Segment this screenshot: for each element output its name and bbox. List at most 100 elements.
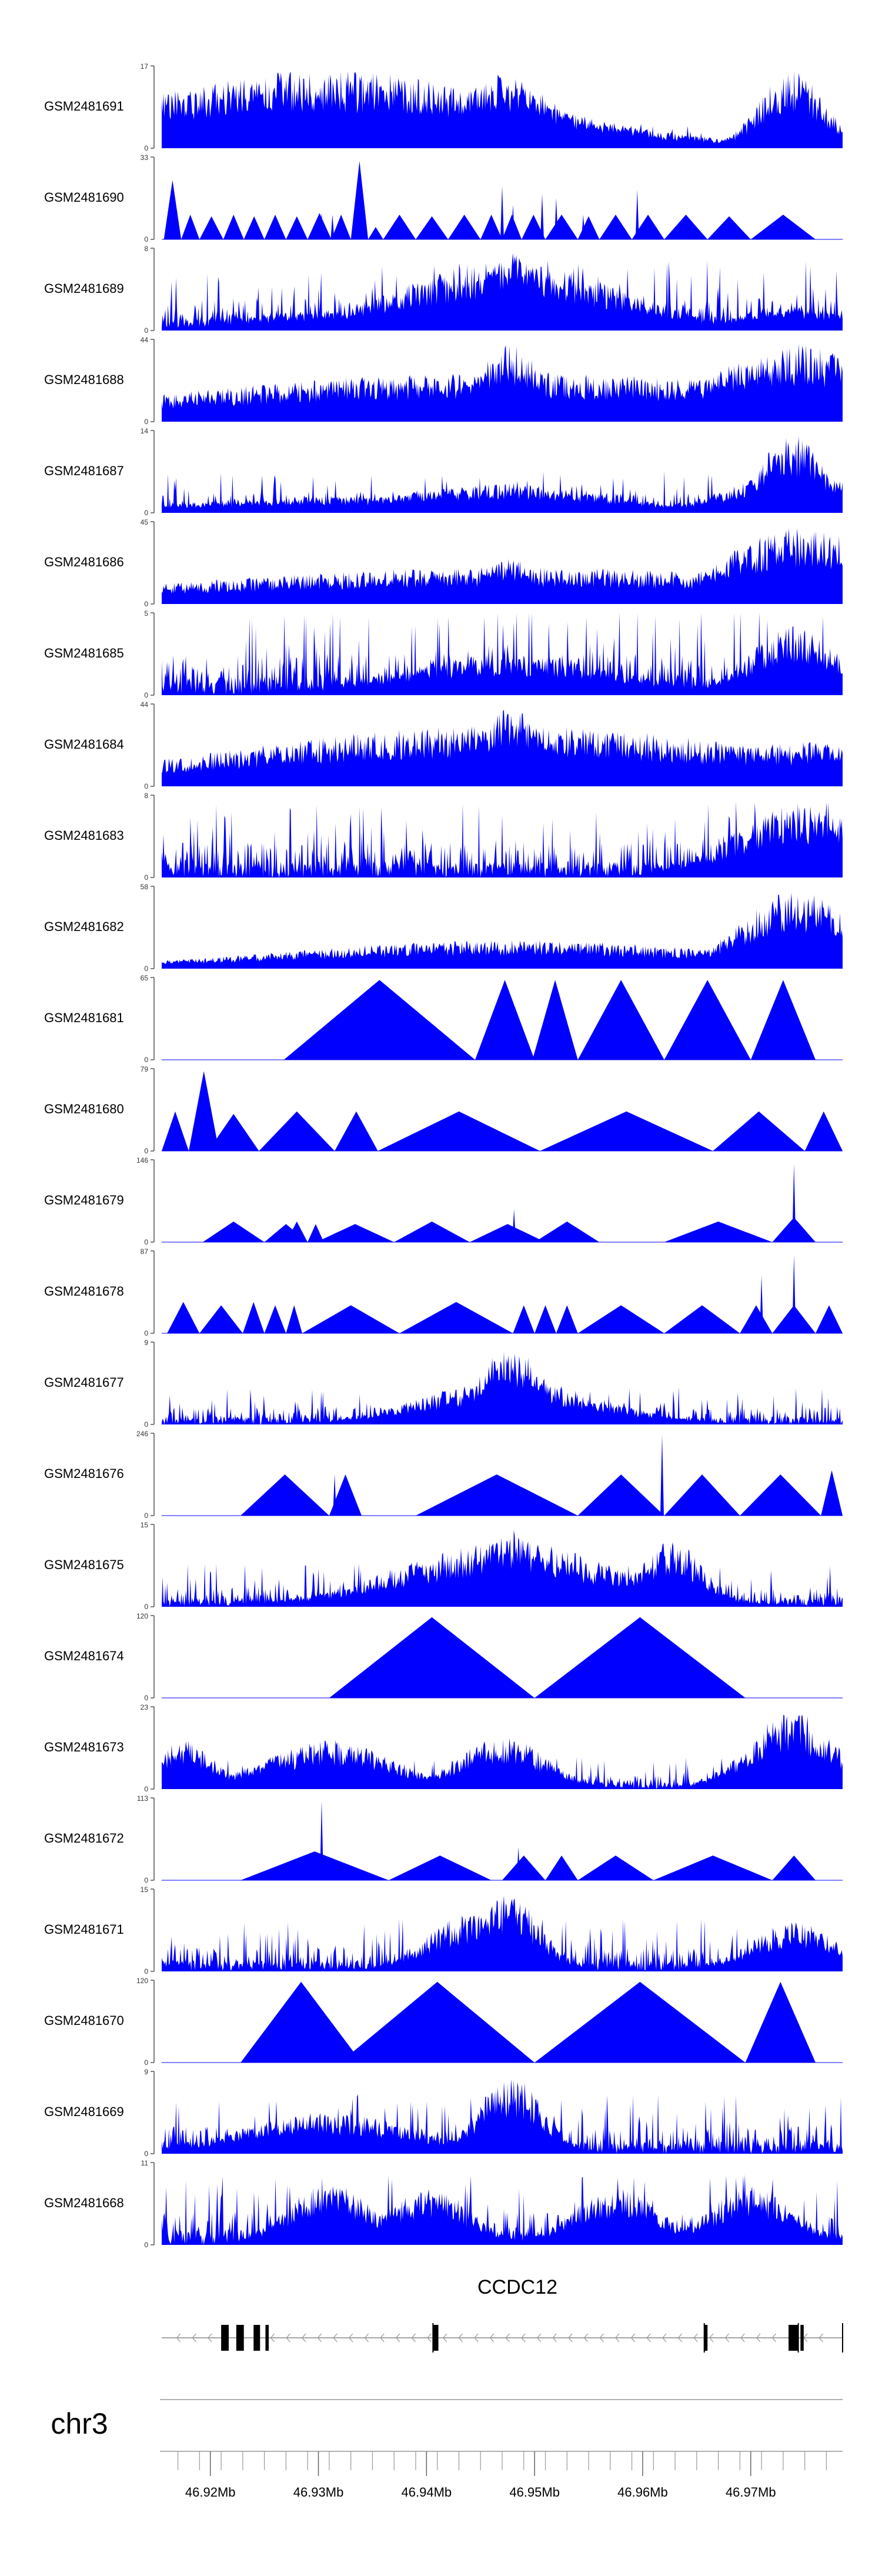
- coverage-peak: [181, 215, 200, 239]
- strand-arrow: [192, 2333, 196, 2343]
- strand-arrow: [458, 2333, 463, 2343]
- coverage-track: GSM2481671 15 0: [44, 1886, 843, 1976]
- y-min-label: 0: [144, 1511, 148, 1520]
- y-min-label: 0: [144, 691, 148, 699]
- y-min-label: 0: [144, 965, 148, 973]
- y-min-label: 0: [144, 326, 148, 335]
- coverage-spike: [500, 186, 504, 239]
- coverage-track: GSM2481688 44 0: [44, 336, 843, 426]
- strand-arrow: [442, 2333, 447, 2343]
- coverage-track: GSM2481679 146 0: [44, 1156, 843, 1246]
- coverage-peak: [772, 1856, 816, 1880]
- strand-arrow: [677, 2333, 683, 2343]
- y-min-label: 0: [144, 873, 148, 882]
- coverage-track: GSM2481683 8 0: [44, 792, 843, 882]
- y-min-label: 0: [144, 509, 148, 517]
- y-max-label: 23: [141, 1703, 149, 1711]
- coverage-peak: [745, 1981, 816, 2063]
- y-min-label: 0: [144, 1238, 148, 1246]
- gene-track: CCDC12: [162, 2276, 843, 2353]
- y-min-label: 0: [144, 1967, 148, 1976]
- coverage-peak: [163, 180, 182, 239]
- coverage-peak: [821, 1470, 843, 1516]
- y-max-label: 45: [141, 518, 149, 526]
- coverage-spike: [581, 215, 585, 239]
- y-min-label: 0: [144, 2241, 148, 2249]
- y-min-label: 0: [144, 2058, 148, 2067]
- strand-arrow: [176, 2333, 181, 2343]
- gene-exon: [433, 2325, 439, 2351]
- coverage-peak: [816, 1305, 843, 1333]
- coverage-tracks: GSM2481691170GSM2481690330GSM248168980GS…: [44, 62, 843, 2249]
- coverage-track: GSM2481684 44 0: [44, 700, 843, 790]
- strand-arrow: [662, 2333, 667, 2343]
- strand-arrow: [818, 2333, 823, 2343]
- y-max-label: 14: [141, 427, 149, 435]
- coverage-area: [162, 1352, 843, 1424]
- coverage-peak: [242, 1302, 265, 1333]
- coverage-area: [162, 613, 843, 695]
- track-label: GSM2481684: [44, 737, 124, 752]
- strand-arrow: [208, 2333, 212, 2343]
- coverage-spike: [760, 1276, 764, 1333]
- y-max-label: 113: [137, 1794, 148, 1803]
- track-label: GSM2481677: [44, 1375, 124, 1390]
- track-label: GSM2481683: [44, 828, 124, 843]
- y-max-label: 5: [144, 609, 148, 618]
- coverage-peak: [475, 980, 535, 1060]
- coverage-track: GSM2481668 11 0: [44, 2159, 843, 2249]
- coverage-spike: [792, 1255, 796, 1333]
- coverage-peak: [302, 1305, 400, 1333]
- strand-arrow: [489, 2333, 495, 2343]
- coverage-peak: [240, 1474, 329, 1516]
- gene-exon: [236, 2325, 244, 2351]
- track-label: GSM2481673: [44, 1740, 124, 1754]
- track-label: GSM2481672: [44, 1831, 124, 1846]
- coverage-spike: [512, 1209, 516, 1242]
- coverage-peak: [208, 1114, 259, 1151]
- axis-tick-label: 46.95Mb: [509, 2485, 560, 2500]
- axis-tick-label: 46.94Mb: [402, 2485, 452, 2500]
- coverage-peak: [577, 1305, 664, 1333]
- coverage-spike: [635, 190, 639, 239]
- coverage-peak: [577, 980, 664, 1060]
- track-label: GSM2481691: [44, 99, 124, 114]
- coverage-spike: [511, 205, 515, 239]
- coverage-peak: [286, 1222, 308, 1242]
- track-label: GSM2481675: [44, 1557, 124, 1572]
- track-label: GSM2481688: [44, 372, 124, 387]
- coverage-peak: [534, 1981, 746, 2063]
- axis-tick-label: 46.97Mb: [726, 2485, 776, 2500]
- coverage-spike: [320, 1800, 323, 1880]
- coverage-peak: [513, 1305, 535, 1333]
- coverage-peak: [331, 215, 351, 239]
- y-max-label: 120: [136, 1612, 148, 1620]
- coverage-track: GSM2481670 120 0: [44, 1977, 843, 2067]
- coverage-spike: [554, 198, 558, 239]
- coverage-peak: [329, 1617, 535, 1698]
- coverage-peak: [199, 1305, 243, 1333]
- track-label: GSM2481669: [44, 2104, 124, 2119]
- track-label: GSM2481690: [44, 190, 124, 205]
- coverage-track: GSM2481674 120 0: [44, 1612, 843, 1702]
- coverage-spike: [516, 1847, 520, 1880]
- y-max-label: 17: [141, 62, 149, 71]
- y-max-label: 9: [144, 2068, 148, 2076]
- strand-arrow: [552, 2333, 557, 2343]
- coverage-peak: [469, 1224, 546, 1242]
- coverage-area: [162, 253, 843, 331]
- track-label: GSM2481685: [44, 646, 124, 660]
- coverage-track: GSM2481686 45 0: [44, 518, 843, 608]
- coverage-peak: [264, 215, 286, 239]
- coverage-track: GSM2481687 14 0: [44, 427, 843, 517]
- y-max-label: 87: [141, 1247, 149, 1256]
- gene-exon: [800, 2325, 804, 2351]
- coverage-peak: [599, 215, 632, 239]
- strand-arrow: [724, 2333, 730, 2343]
- y-min-label: 0: [144, 782, 148, 790]
- strand-arrow: [709, 2333, 714, 2343]
- coverage-peak: [389, 1856, 492, 1880]
- strand-arrow: [396, 2333, 400, 2343]
- strand-arrow: [302, 2333, 306, 2343]
